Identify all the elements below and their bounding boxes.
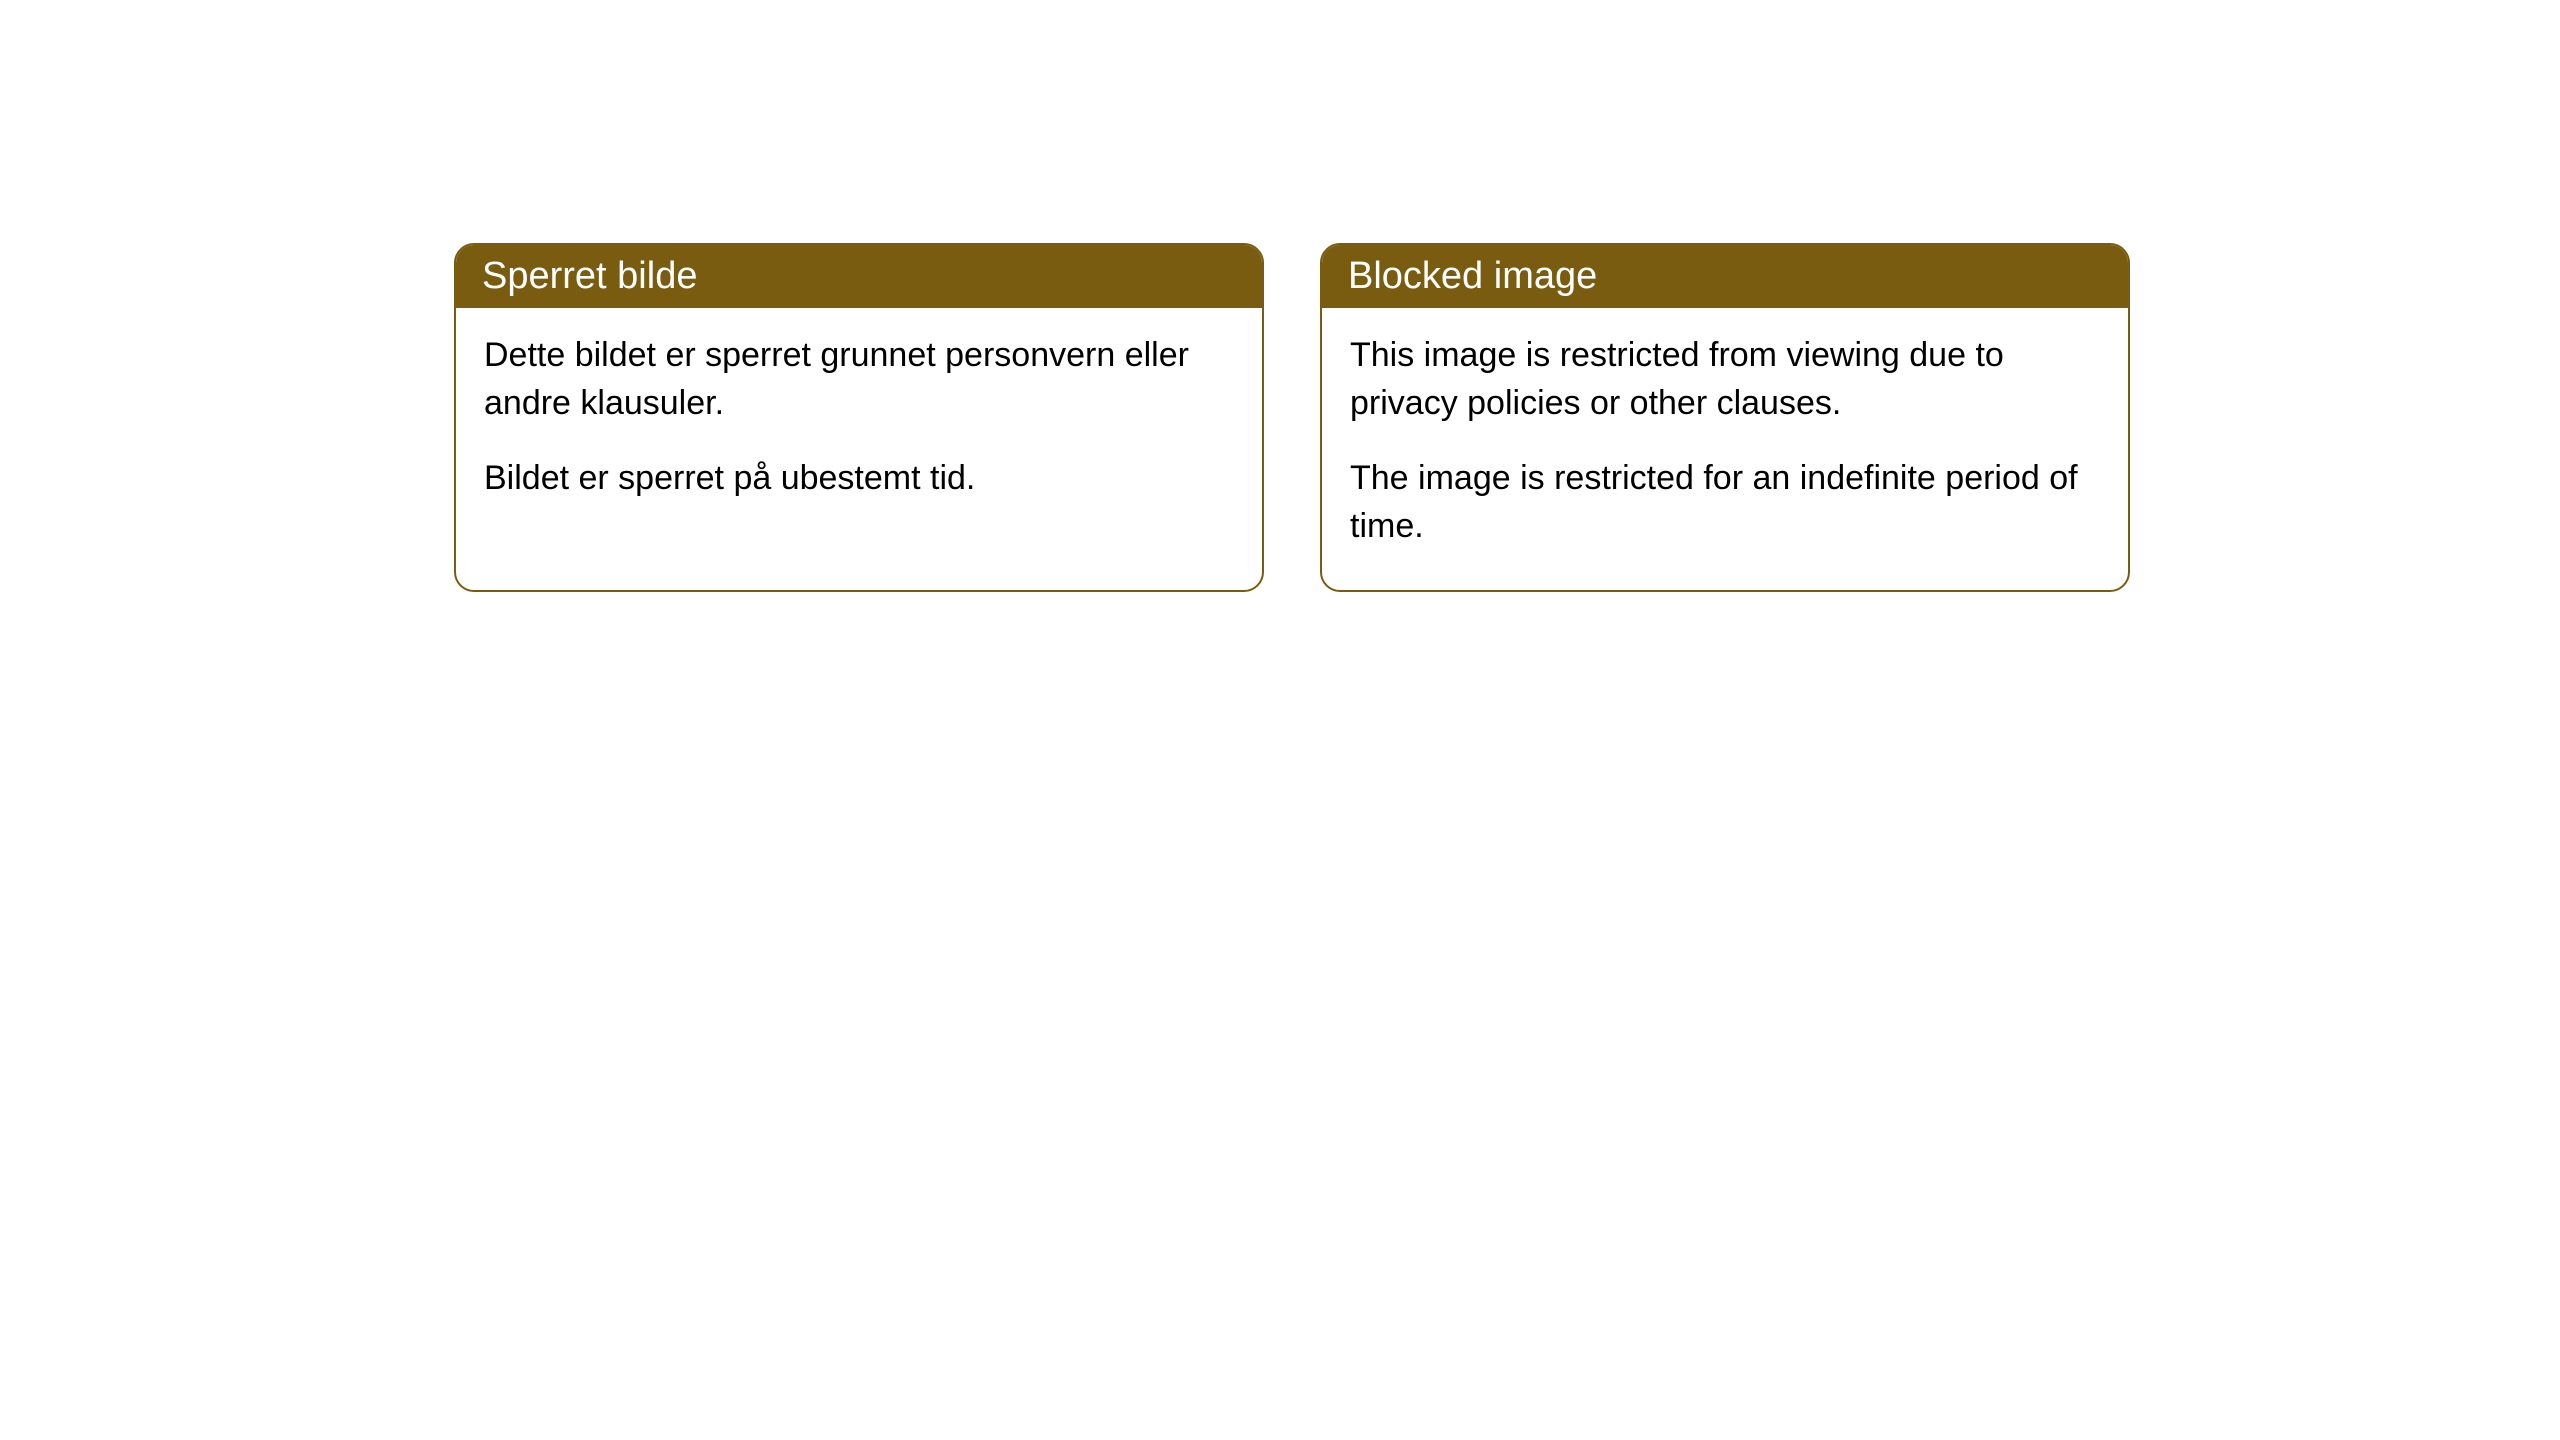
card-paragraph: Bildet er sperret på ubestemt tid. <box>484 455 1234 503</box>
card-title: Blocked image <box>1348 255 1597 297</box>
card-header-english: Blocked image <box>1322 245 2128 308</box>
card-body-norwegian: Dette bildet er sperret grunnet personve… <box>456 308 1262 543</box>
card-body-english: This image is restricted from viewing du… <box>1322 308 2128 590</box>
card-paragraph: This image is restricted from viewing du… <box>1350 332 2100 427</box>
card-paragraph: The image is restricted for an indefinit… <box>1350 455 2100 550</box>
notice-cards-container: Sperret bilde Dette bildet er sperret gr… <box>454 243 2130 592</box>
notice-card-norwegian: Sperret bilde Dette bildet er sperret gr… <box>454 243 1264 592</box>
card-header-norwegian: Sperret bilde <box>456 245 1262 308</box>
card-title: Sperret bilde <box>482 255 697 297</box>
notice-card-english: Blocked image This image is restricted f… <box>1320 243 2130 592</box>
card-paragraph: Dette bildet er sperret grunnet personve… <box>484 332 1234 427</box>
